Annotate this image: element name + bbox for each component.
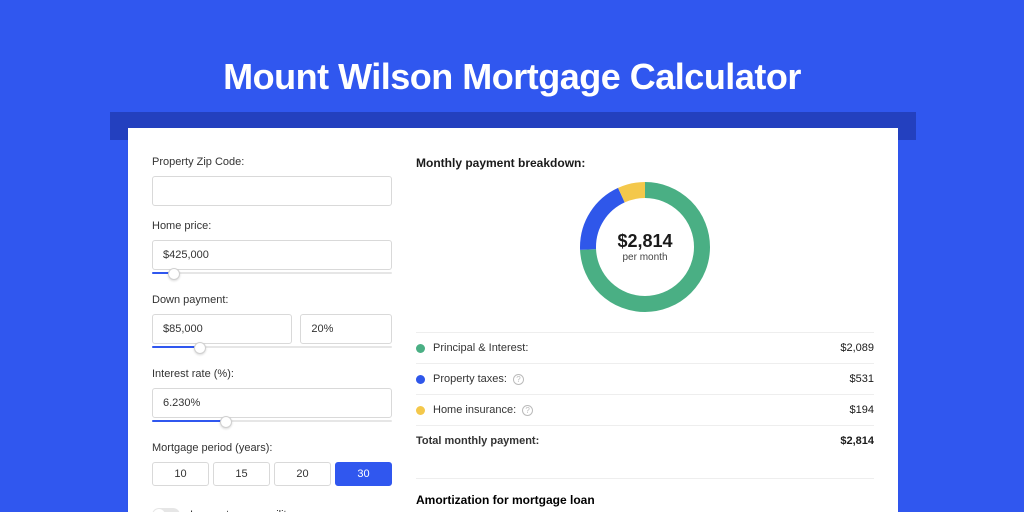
- down-payment-group: Down payment:: [152, 294, 392, 354]
- breakdown-title: Monthly payment breakdown:: [416, 156, 874, 170]
- slider-thumb[interactable]: [194, 342, 206, 354]
- zip-label: Property Zip Code:: [152, 156, 392, 168]
- help-icon[interactable]: ?: [513, 374, 524, 385]
- breakdown-value: $531: [850, 373, 874, 385]
- amortization-section: Amortization for mortgage loan Amortizat…: [416, 478, 874, 512]
- period-button-30[interactable]: 30: [335, 462, 392, 486]
- breakdown-label: Property taxes:: [433, 373, 507, 385]
- breakdown-row: Principal & Interest: $2,089: [416, 332, 874, 363]
- form-panel: Property Zip Code: Home price: Down paym…: [152, 156, 392, 512]
- total-row: Total monthly payment: $2,814: [416, 425, 874, 456]
- down-payment-pct-input[interactable]: [300, 314, 392, 344]
- slider-fill: [152, 420, 226, 422]
- period-button-20[interactable]: 20: [274, 462, 331, 486]
- interest-label: Interest rate (%):: [152, 368, 392, 380]
- interest-group: Interest rate (%):: [152, 368, 392, 428]
- breakdown-value: $2,089: [840, 342, 874, 354]
- breakdown-value: $194: [850, 404, 874, 416]
- legend-dot: [416, 406, 425, 415]
- total-value: $2,814: [840, 435, 874, 447]
- down-payment-slider[interactable]: [152, 342, 392, 354]
- veteran-toggle[interactable]: [152, 508, 180, 512]
- page: Mount Wilson Mortgage Calculator Propert…: [0, 0, 1024, 512]
- card-inner: Property Zip Code: Home price: Down paym…: [128, 128, 898, 512]
- period-label: Mortgage period (years):: [152, 442, 392, 454]
- total-label: Total monthly payment:: [416, 435, 539, 447]
- zip-input[interactable]: [152, 176, 392, 206]
- breakdown-row: Property taxes:? $531: [416, 363, 874, 394]
- breakdown-label: Home insurance:: [433, 404, 516, 416]
- donut-sub: per month: [622, 252, 667, 263]
- amortization-title: Amortization for mortgage loan: [416, 493, 874, 507]
- breakdown-rows: Principal & Interest: $2,089 Property taxe…: [416, 332, 874, 425]
- period-button-row: 10152030: [152, 462, 392, 486]
- down-payment-label: Down payment:: [152, 294, 392, 306]
- down-payment-input[interactable]: [152, 314, 292, 344]
- page-title: Mount Wilson Mortgage Calculator: [0, 0, 1024, 98]
- zip-field-group: Property Zip Code:: [152, 156, 392, 206]
- breakdown-label: Principal & Interest:: [433, 342, 528, 354]
- home-price-input[interactable]: [152, 240, 392, 270]
- slider-track: [152, 272, 392, 274]
- legend-dot: [416, 375, 425, 384]
- home-price-slider[interactable]: [152, 268, 392, 280]
- slider-fill: [152, 346, 200, 348]
- down-payment-inputs: [152, 314, 392, 344]
- donut-center: $2,814 per month: [580, 182, 710, 312]
- breakdown-panel: Monthly payment breakdown: $2,814 per mo…: [416, 156, 874, 512]
- donut-wrap: $2,814 per month: [416, 182, 874, 312]
- period-button-15[interactable]: 15: [213, 462, 270, 486]
- period-group: Mortgage period (years): 10152030: [152, 442, 392, 486]
- breakdown-row: Home insurance:? $194: [416, 394, 874, 425]
- donut-amount: $2,814: [617, 231, 672, 252]
- home-price-group: Home price:: [152, 220, 392, 280]
- interest-input[interactable]: [152, 388, 392, 418]
- slider-thumb[interactable]: [168, 268, 180, 280]
- home-price-label: Home price:: [152, 220, 392, 232]
- veteran-row: I am veteran or military: [152, 508, 392, 512]
- slider-thumb[interactable]: [220, 416, 232, 428]
- period-button-10[interactable]: 10: [152, 462, 209, 486]
- calculator-card: Property Zip Code: Home price: Down paym…: [128, 128, 898, 512]
- help-icon[interactable]: ?: [522, 405, 533, 416]
- interest-slider[interactable]: [152, 416, 392, 428]
- legend-dot: [416, 344, 425, 353]
- donut-chart: $2,814 per month: [580, 182, 710, 312]
